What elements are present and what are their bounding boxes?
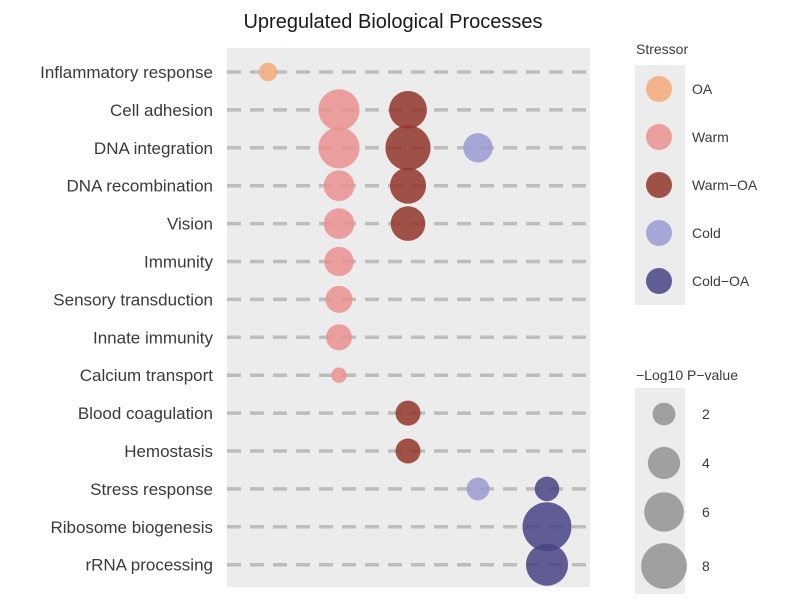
bubble-cell-adhesion-warm-oa — [389, 90, 427, 129]
y-tick-label: rRNA processing — [85, 556, 213, 575]
size-legend-bubble-6 — [644, 492, 684, 532]
bubble-sensory-transduction-warm — [325, 285, 353, 313]
legend-label-cold: Cold — [692, 225, 721, 241]
bubble-dna-integration-warm — [318, 127, 360, 169]
y-tick-label: Innate immunity — [93, 328, 213, 347]
y-tick-label: Cell adhesion — [110, 101, 213, 120]
size-legend-label-2: 2 — [702, 406, 710, 422]
y-axis-labels: Inflammatory response Cell adhesion DNA in… — [40, 63, 213, 575]
y-tick-label: Calcium transport — [80, 366, 213, 385]
size-legend-label-6: 6 — [702, 504, 710, 520]
legend-label-warm: Warm — [692, 129, 729, 145]
stressor-legend: OA Warm Warm−OA Cold Cold−OA — [646, 76, 758, 294]
legend-swatch-cold-oa — [646, 268, 672, 294]
y-tick-label: Inflammatory response — [40, 63, 213, 82]
y-tick-label: Blood coagulation — [78, 404, 213, 423]
pvalue-legend-title: −Log10 P−value — [636, 367, 738, 383]
legend-label-oa: OA — [692, 81, 713, 97]
grid-lines — [227, 70, 590, 567]
bubble-stress-response-cold-oa — [534, 476, 560, 502]
bubble-calcium-transport-warm — [331, 367, 347, 383]
chart-title: Upregulated Biological Processes — [243, 11, 542, 33]
legend-swatch-oa — [646, 76, 672, 102]
bubbles — [258, 62, 572, 586]
y-tick-label: Immunity — [144, 253, 213, 272]
bubble-ribosome-biogenesis-cold-oa — [522, 502, 572, 552]
y-tick-label: Sensory transduction — [53, 290, 213, 309]
bubble-hemostasis-warm-oa — [395, 438, 421, 464]
bubble-vision-warm — [323, 208, 355, 239]
bubble-rrna-processing-cold-oa — [525, 543, 569, 586]
bubble-cell-adhesion-warm — [318, 89, 360, 131]
bubble-blood-coagulation-warm-oa — [395, 400, 421, 426]
legend-swatch-warm — [646, 124, 672, 150]
size-legend-bubble-2 — [652, 402, 676, 426]
bubble-dna-recombination-warm-oa — [389, 167, 427, 204]
y-tick-label: DNA recombination — [67, 177, 213, 196]
y-tick-label: Vision — [167, 215, 213, 234]
size-legend-bubble-8 — [641, 543, 687, 589]
bubble-dna-integration-warm-oa — [385, 125, 431, 171]
size-legend-label-8: 8 — [702, 558, 710, 574]
pvalue-legend: 2 4 6 8 — [641, 402, 710, 589]
bubble-dna-recombination-warm — [323, 170, 355, 202]
size-legend-label-4: 4 — [702, 455, 710, 471]
bubble-immunity-warm — [324, 246, 354, 277]
legend-swatch-warm-oa — [646, 172, 672, 198]
stressor-legend-title: Stressor — [636, 41, 688, 57]
legend-swatch-cold — [646, 220, 672, 246]
size-legend-bubble-4 — [647, 446, 681, 480]
bubble-dna-integration-cold — [463, 133, 493, 163]
legend-label-warm-oa: Warm−OA — [692, 177, 758, 193]
bubble-innate-immunity-warm — [325, 324, 353, 351]
y-tick-label: Hemostasis — [124, 442, 213, 461]
y-tick-label: Ribosome biogenesis — [50, 518, 213, 537]
bubble-stress-response-cold — [466, 477, 490, 501]
bubble-vision-warm-oa — [390, 206, 426, 241]
bubble-inflammatory-response-oa — [258, 62, 278, 82]
legend-label-cold-oa: Cold−OA — [692, 273, 750, 289]
y-tick-label: DNA integration — [94, 139, 213, 158]
y-tick-label: Stress response — [90, 480, 213, 499]
